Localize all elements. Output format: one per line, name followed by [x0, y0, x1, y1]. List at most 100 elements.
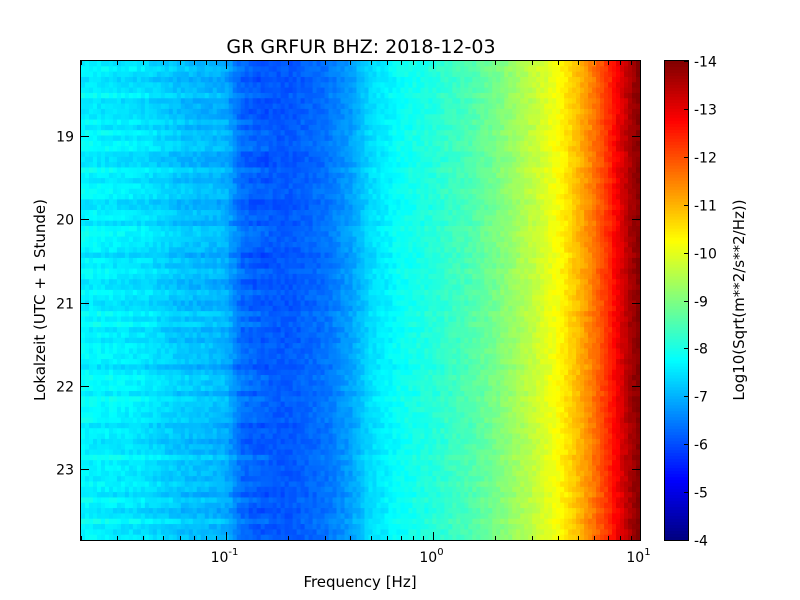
heatmap-cell	[280, 412, 286, 419]
heatmap-cell	[276, 114, 282, 121]
heatmap-cell	[100, 433, 106, 440]
heatmap-cell	[104, 380, 110, 387]
heatmap-cell	[292, 124, 298, 131]
heatmap-cell	[244, 225, 250, 232]
heatmap-cell	[272, 364, 278, 371]
heatmap-cell	[128, 71, 134, 78]
heatmap-cell	[96, 215, 102, 222]
heatmap-cell	[176, 257, 182, 264]
heatmap-cell	[252, 497, 258, 504]
heatmap-cell	[280, 279, 286, 286]
heatmap-cell	[84, 534, 90, 541]
heatmap-cell	[81, 486, 86, 493]
heatmap-cell	[160, 140, 166, 147]
heatmap-cell	[136, 460, 142, 467]
heatmap-cell	[100, 146, 106, 153]
heatmap-cell	[284, 529, 290, 536]
heatmap-cell	[300, 220, 306, 227]
heatmap-cell	[300, 247, 306, 254]
heatmap-cell	[276, 529, 282, 536]
heatmap-cell	[228, 135, 234, 142]
heatmap-cell	[252, 130, 258, 137]
heatmap-cell	[208, 119, 214, 126]
heatmap-cell	[96, 492, 102, 499]
heatmap-cell	[284, 289, 290, 296]
heatmap-cell	[284, 124, 290, 131]
heatmap-cell	[128, 353, 134, 360]
heatmap-cell	[240, 188, 246, 195]
heatmap-cell	[112, 103, 118, 110]
heatmap-cell	[128, 406, 134, 413]
heatmap-cell	[212, 529, 218, 536]
heatmap-cell	[104, 497, 110, 504]
heatmap-cell	[120, 359, 126, 365]
heatmap-cell	[160, 353, 166, 360]
heatmap-cell	[280, 124, 286, 131]
heatmap-cell	[292, 172, 298, 179]
heatmap-cell	[156, 172, 162, 179]
heatmap-cell	[204, 241, 210, 248]
heatmap-cell	[268, 124, 274, 131]
heatmap-cell	[196, 295, 202, 302]
heatmap-cell	[260, 263, 266, 270]
heatmap-cell	[264, 140, 270, 147]
heatmap-cell	[196, 103, 202, 110]
heatmap-cell	[196, 369, 202, 376]
heatmap-cell	[196, 454, 202, 461]
heatmap-cell	[136, 188, 142, 195]
heatmap-cell	[184, 433, 190, 440]
heatmap-cell	[240, 172, 246, 179]
heatmap-cell	[236, 454, 242, 461]
heatmap-cell	[200, 502, 206, 509]
heatmap-cell	[96, 295, 102, 302]
heatmap-cell	[240, 444, 246, 451]
heatmap-cell	[164, 444, 170, 451]
heatmap-cell	[232, 380, 238, 387]
heatmap-cell	[276, 103, 282, 110]
heatmap-cell	[252, 476, 258, 483]
heatmap-cell	[160, 401, 166, 408]
heatmap-cell	[140, 364, 146, 371]
heatmap-cell	[144, 178, 150, 185]
heatmap-cell	[280, 513, 286, 520]
heatmap-cell	[260, 66, 266, 73]
heatmap-cell	[184, 385, 190, 392]
heatmap-cell	[196, 327, 202, 334]
heatmap-cell	[292, 406, 298, 413]
heatmap-cell	[204, 61, 210, 67]
heatmap-cell	[192, 178, 198, 185]
heatmap-cell	[84, 343, 90, 349]
heatmap-cell	[232, 151, 238, 158]
heatmap-cell	[81, 140, 86, 147]
heatmap-cell	[184, 470, 190, 477]
heatmap-cell	[81, 289, 86, 296]
heatmap-cell	[272, 194, 278, 200]
heatmap-cell	[244, 359, 250, 365]
heatmap-cell	[236, 385, 242, 392]
heatmap-cell	[228, 481, 234, 488]
heatmap-cell	[96, 534, 102, 541]
heatmap-cell	[252, 225, 258, 232]
heatmap-cell	[264, 268, 270, 275]
heatmap-cell	[244, 316, 250, 323]
heatmap-cell	[124, 332, 130, 339]
heatmap-cell	[180, 199, 186, 206]
heatmap-cell	[140, 422, 146, 429]
heatmap-cell	[148, 353, 154, 360]
heatmap-cell	[236, 444, 242, 451]
heatmap-cell	[144, 289, 150, 296]
heatmap-cell	[196, 268, 202, 275]
heatmap-cell	[160, 375, 166, 381]
heatmap-cell	[244, 92, 250, 99]
heatmap-cell	[228, 332, 234, 339]
heatmap-cell	[116, 375, 122, 381]
heatmap-cell	[188, 412, 194, 419]
heatmap-cell	[112, 236, 118, 243]
heatmap-cell	[264, 146, 270, 153]
heatmap-cell	[240, 438, 246, 445]
heatmap-cell	[288, 167, 294, 174]
heatmap-cell	[272, 76, 278, 83]
heatmap-cell	[248, 534, 254, 541]
heatmap-cell	[280, 417, 286, 424]
heatmap-cell	[184, 518, 190, 525]
